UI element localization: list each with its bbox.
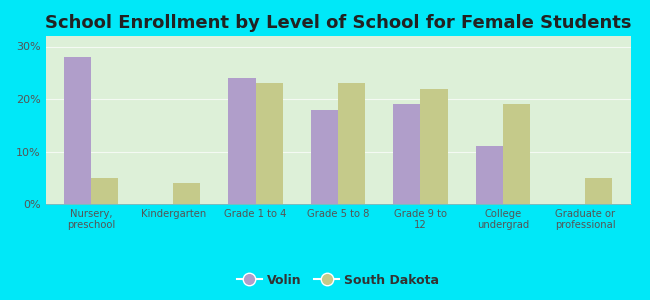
Bar [503, 104, 530, 204]
Bar [476, 146, 503, 204]
Bar [585, 178, 612, 204]
Legend: Volin, South Dakota: Volin, South Dakota [232, 269, 444, 292]
Title: School Enrollment by Level of School for Female Students: School Enrollment by Level of School for… [45, 14, 631, 32]
Bar [173, 183, 200, 204]
Bar [311, 110, 338, 204]
Bar [338, 83, 365, 204]
Bar [255, 83, 283, 204]
Bar [393, 104, 421, 204]
Bar [91, 178, 118, 204]
Bar [228, 78, 255, 204]
Bar [421, 88, 448, 204]
Bar [64, 57, 91, 204]
